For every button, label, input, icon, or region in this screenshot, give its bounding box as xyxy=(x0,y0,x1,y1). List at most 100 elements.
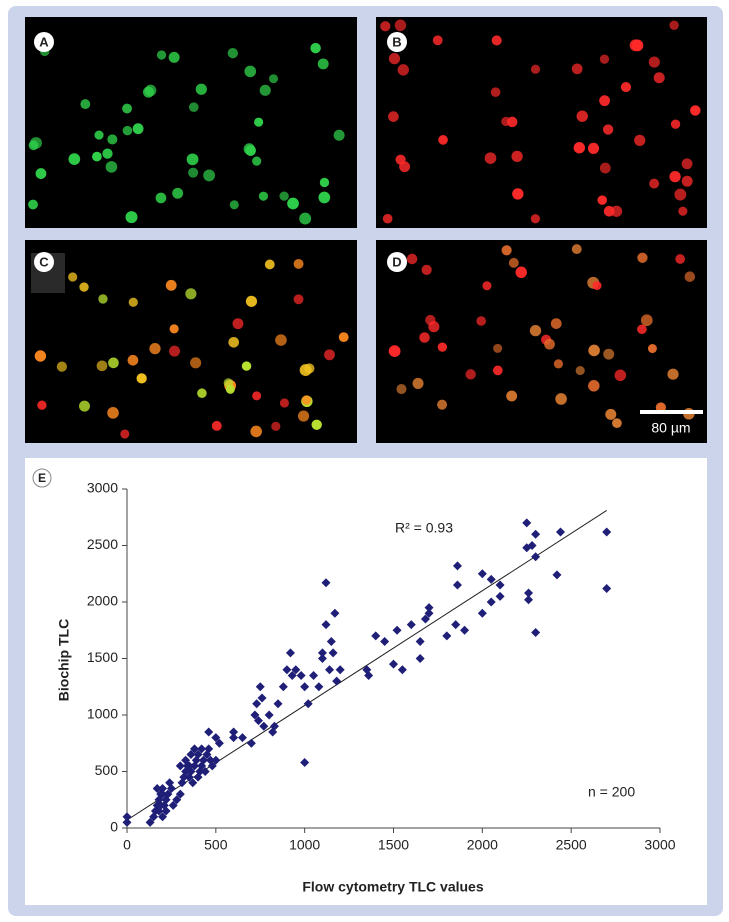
cell xyxy=(92,151,102,162)
label-disc xyxy=(387,32,407,52)
data-point xyxy=(326,637,336,647)
cells xyxy=(28,19,701,439)
label-text: B xyxy=(392,34,401,49)
cell xyxy=(35,168,47,179)
cell xyxy=(649,178,660,189)
panel-label: C xyxy=(34,252,54,272)
data-point xyxy=(204,744,214,754)
label-disc xyxy=(387,252,407,272)
data-point xyxy=(556,527,566,537)
cell xyxy=(382,213,393,224)
cell xyxy=(252,391,262,401)
data-point xyxy=(214,738,224,748)
cell xyxy=(34,350,47,362)
data-point xyxy=(237,733,247,743)
x-tick-label: 2500 xyxy=(556,837,587,853)
panel-label: D xyxy=(387,252,407,272)
data-point xyxy=(380,637,390,647)
cell xyxy=(318,191,331,204)
cell xyxy=(620,81,632,93)
cell xyxy=(605,408,617,420)
cell xyxy=(128,297,138,307)
cell xyxy=(241,361,252,371)
cell xyxy=(380,21,391,32)
data-point xyxy=(397,665,407,675)
cell xyxy=(491,35,502,46)
cell xyxy=(397,64,409,76)
cell xyxy=(299,212,312,225)
cell xyxy=(506,390,518,402)
cell xyxy=(388,53,401,65)
panel-label: B xyxy=(387,32,407,52)
cell xyxy=(599,162,611,174)
cell xyxy=(575,366,585,376)
cell xyxy=(188,102,199,112)
data-point xyxy=(602,527,612,537)
panel-label: E xyxy=(32,468,52,488)
cell xyxy=(669,170,681,183)
data-point xyxy=(420,614,430,624)
cell xyxy=(640,314,653,327)
data-point xyxy=(371,631,381,641)
cell xyxy=(588,344,600,357)
label-text: D xyxy=(392,254,401,269)
cell xyxy=(293,294,304,305)
cell xyxy=(670,119,681,129)
cell xyxy=(465,369,476,380)
data-point xyxy=(287,670,297,680)
cell xyxy=(79,282,89,292)
data-point xyxy=(321,620,331,630)
cell xyxy=(122,125,133,136)
data-point xyxy=(158,789,168,799)
cell xyxy=(396,383,407,395)
data-point xyxy=(278,682,288,692)
fit-line xyxy=(126,510,607,821)
data-point xyxy=(273,699,283,709)
cell xyxy=(149,343,161,355)
data-point xyxy=(309,670,319,680)
cell xyxy=(317,58,329,70)
data-point xyxy=(184,761,194,771)
cell xyxy=(634,134,646,146)
cell xyxy=(94,130,104,140)
cell xyxy=(555,393,567,405)
data-point xyxy=(246,738,256,748)
cell xyxy=(245,145,256,156)
cell xyxy=(484,152,497,164)
cell xyxy=(169,324,179,334)
cell xyxy=(279,398,290,408)
cell xyxy=(394,19,407,32)
chart-panel xyxy=(25,458,707,905)
data-point xyxy=(602,583,612,593)
cell xyxy=(195,83,207,95)
data-point xyxy=(300,757,310,767)
data-point xyxy=(229,727,239,737)
data-point xyxy=(145,817,155,827)
data-point xyxy=(122,817,132,827)
cell xyxy=(311,419,322,430)
cell xyxy=(492,365,503,376)
cell xyxy=(96,360,108,372)
x-tick-label: 3000 xyxy=(644,837,675,853)
cell xyxy=(68,153,81,165)
cell xyxy=(653,72,665,84)
data-point xyxy=(250,710,260,720)
cell xyxy=(229,200,239,210)
cell xyxy=(37,400,47,410)
cell xyxy=(186,153,199,166)
cell xyxy=(553,359,564,369)
cell xyxy=(669,20,679,30)
scale-bar-label: 80 µm xyxy=(651,420,690,436)
cell xyxy=(258,191,269,201)
cell xyxy=(155,192,167,204)
cell xyxy=(299,364,312,377)
x-tick-label: 500 xyxy=(204,837,228,853)
y-tick-label: 500 xyxy=(95,762,119,778)
cell xyxy=(188,167,199,178)
data-point xyxy=(335,665,345,675)
data-point xyxy=(200,767,210,776)
data-point xyxy=(175,789,185,799)
cell xyxy=(412,377,424,389)
cell xyxy=(142,86,154,98)
data-point xyxy=(392,625,402,635)
